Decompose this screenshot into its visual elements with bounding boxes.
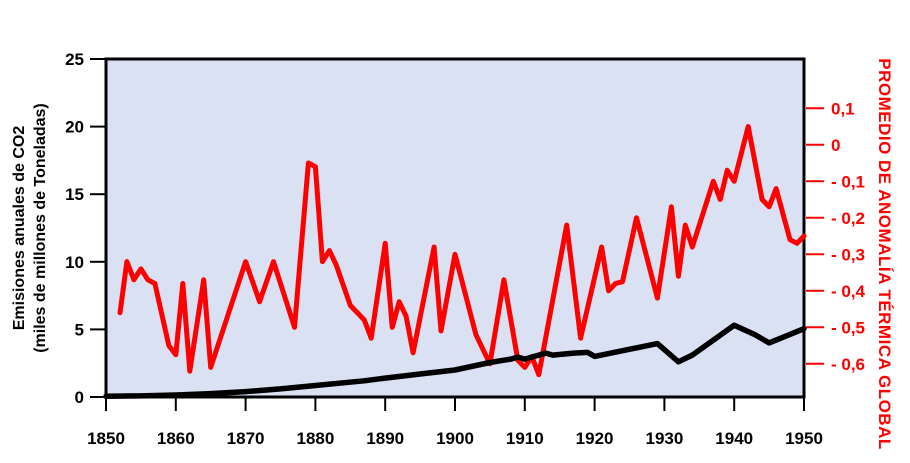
right-axis-tick-label: - 0,5 [831, 318, 865, 337]
x-axis-tick-label: 1850 [87, 429, 125, 448]
x-axis-tick-label: 1870 [227, 429, 265, 448]
right-axis-tick-label: - 0,6 [831, 355, 865, 374]
left-axis-tick-label: 5 [75, 320, 84, 339]
left-axis-tick-label: 15 [65, 185, 84, 204]
x-axis-tick-label: 1940 [715, 429, 753, 448]
x-axis-tick-label: 1890 [366, 429, 404, 448]
right-axis-tick-label: 0 [831, 136, 840, 155]
right-axis-tick-label: - 0,3 [831, 245, 865, 264]
right-axis-tick-label: - 0,1 [831, 172, 865, 191]
right-axis-tick-label: 0,1 [831, 99, 855, 118]
x-axis-tick-label: 1860 [157, 429, 195, 448]
x-axis-tick-label: 1950 [785, 429, 823, 448]
left-axis-tick-label: 0 [75, 388, 84, 407]
right-axis-tick-label: - 0,2 [831, 209, 865, 228]
x-axis-tick-label: 1930 [645, 429, 683, 448]
x-axis-tick-label: 1920 [576, 429, 614, 448]
left-axis-tick-label: 20 [65, 118, 84, 137]
left-axis-tick-label: 10 [65, 253, 84, 272]
x-axis-tick-label: 1880 [296, 429, 334, 448]
co2-emissions-line [103, 322, 807, 400]
left-axis-tick-label: 25 [65, 50, 84, 69]
x-axis-tick-label: 1910 [506, 429, 544, 448]
right-axis-tick-label: - 0,4 [831, 282, 866, 301]
thermal-anomaly-line [117, 124, 807, 378]
x-axis-tick-label: 1900 [436, 429, 474, 448]
